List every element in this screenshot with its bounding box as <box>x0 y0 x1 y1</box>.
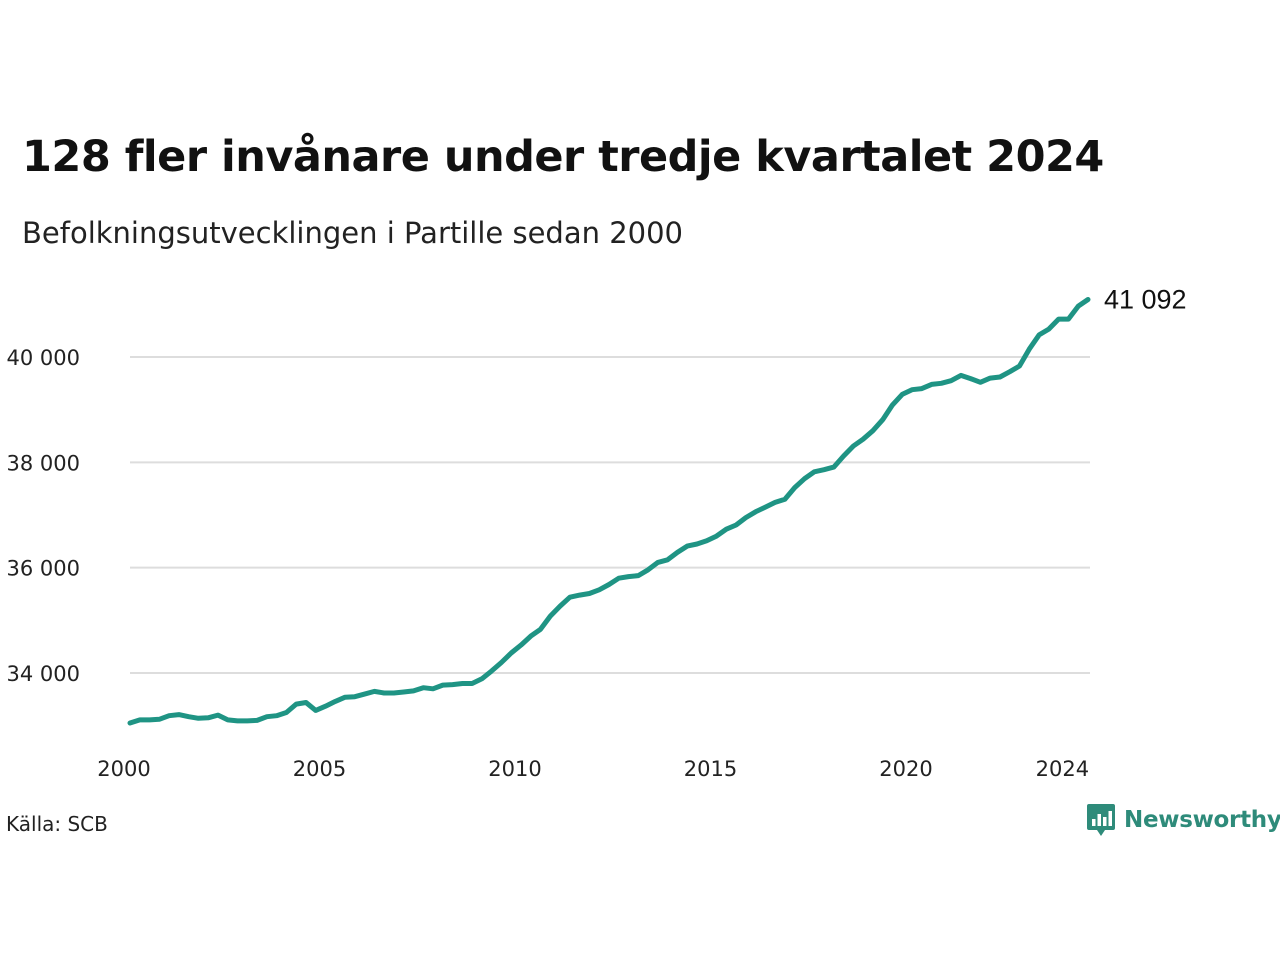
bar-chart-badge-icon <box>1087 804 1115 836</box>
population-line <box>127 297 1091 726</box>
x-tick-label: 2015 <box>684 757 737 781</box>
series-layer <box>127 297 1091 726</box>
y-tick-label: 36 000 <box>7 557 80 581</box>
y-tick-label: 34 000 <box>7 662 80 686</box>
source-note: Källa: SCB <box>6 812 108 836</box>
x-tick-label: 2005 <box>293 757 346 781</box>
y-tick-label: 38 000 <box>7 451 80 475</box>
gridlines <box>130 356 1090 674</box>
x-tick-label: 2020 <box>879 757 932 781</box>
end-value-label: 41 092 <box>1104 284 1187 314</box>
y-axis-ticks: 34 000 36 000 38 000 40 000 <box>7 346 80 686</box>
data-labels: 41 092 <box>1104 284 1187 314</box>
x-tick-label: 2024 <box>1036 757 1089 781</box>
y-tick-label: 40 000 <box>7 346 80 370</box>
brand-name: Newsworthy <box>1124 807 1280 833</box>
chart-subtitle: Befolkningsutvecklingen i Partille sedan… <box>22 216 683 250</box>
x-axis-ticks: 2000 2005 2010 2015 2020 2024 <box>97 757 1089 781</box>
x-tick-label: 2000 <box>97 757 150 781</box>
brand-logo: Newsworthy <box>1086 802 1280 838</box>
chart-title: 128 fler invånare under tredje kvartalet… <box>22 132 1104 182</box>
x-tick-label: 2010 <box>488 757 541 781</box>
